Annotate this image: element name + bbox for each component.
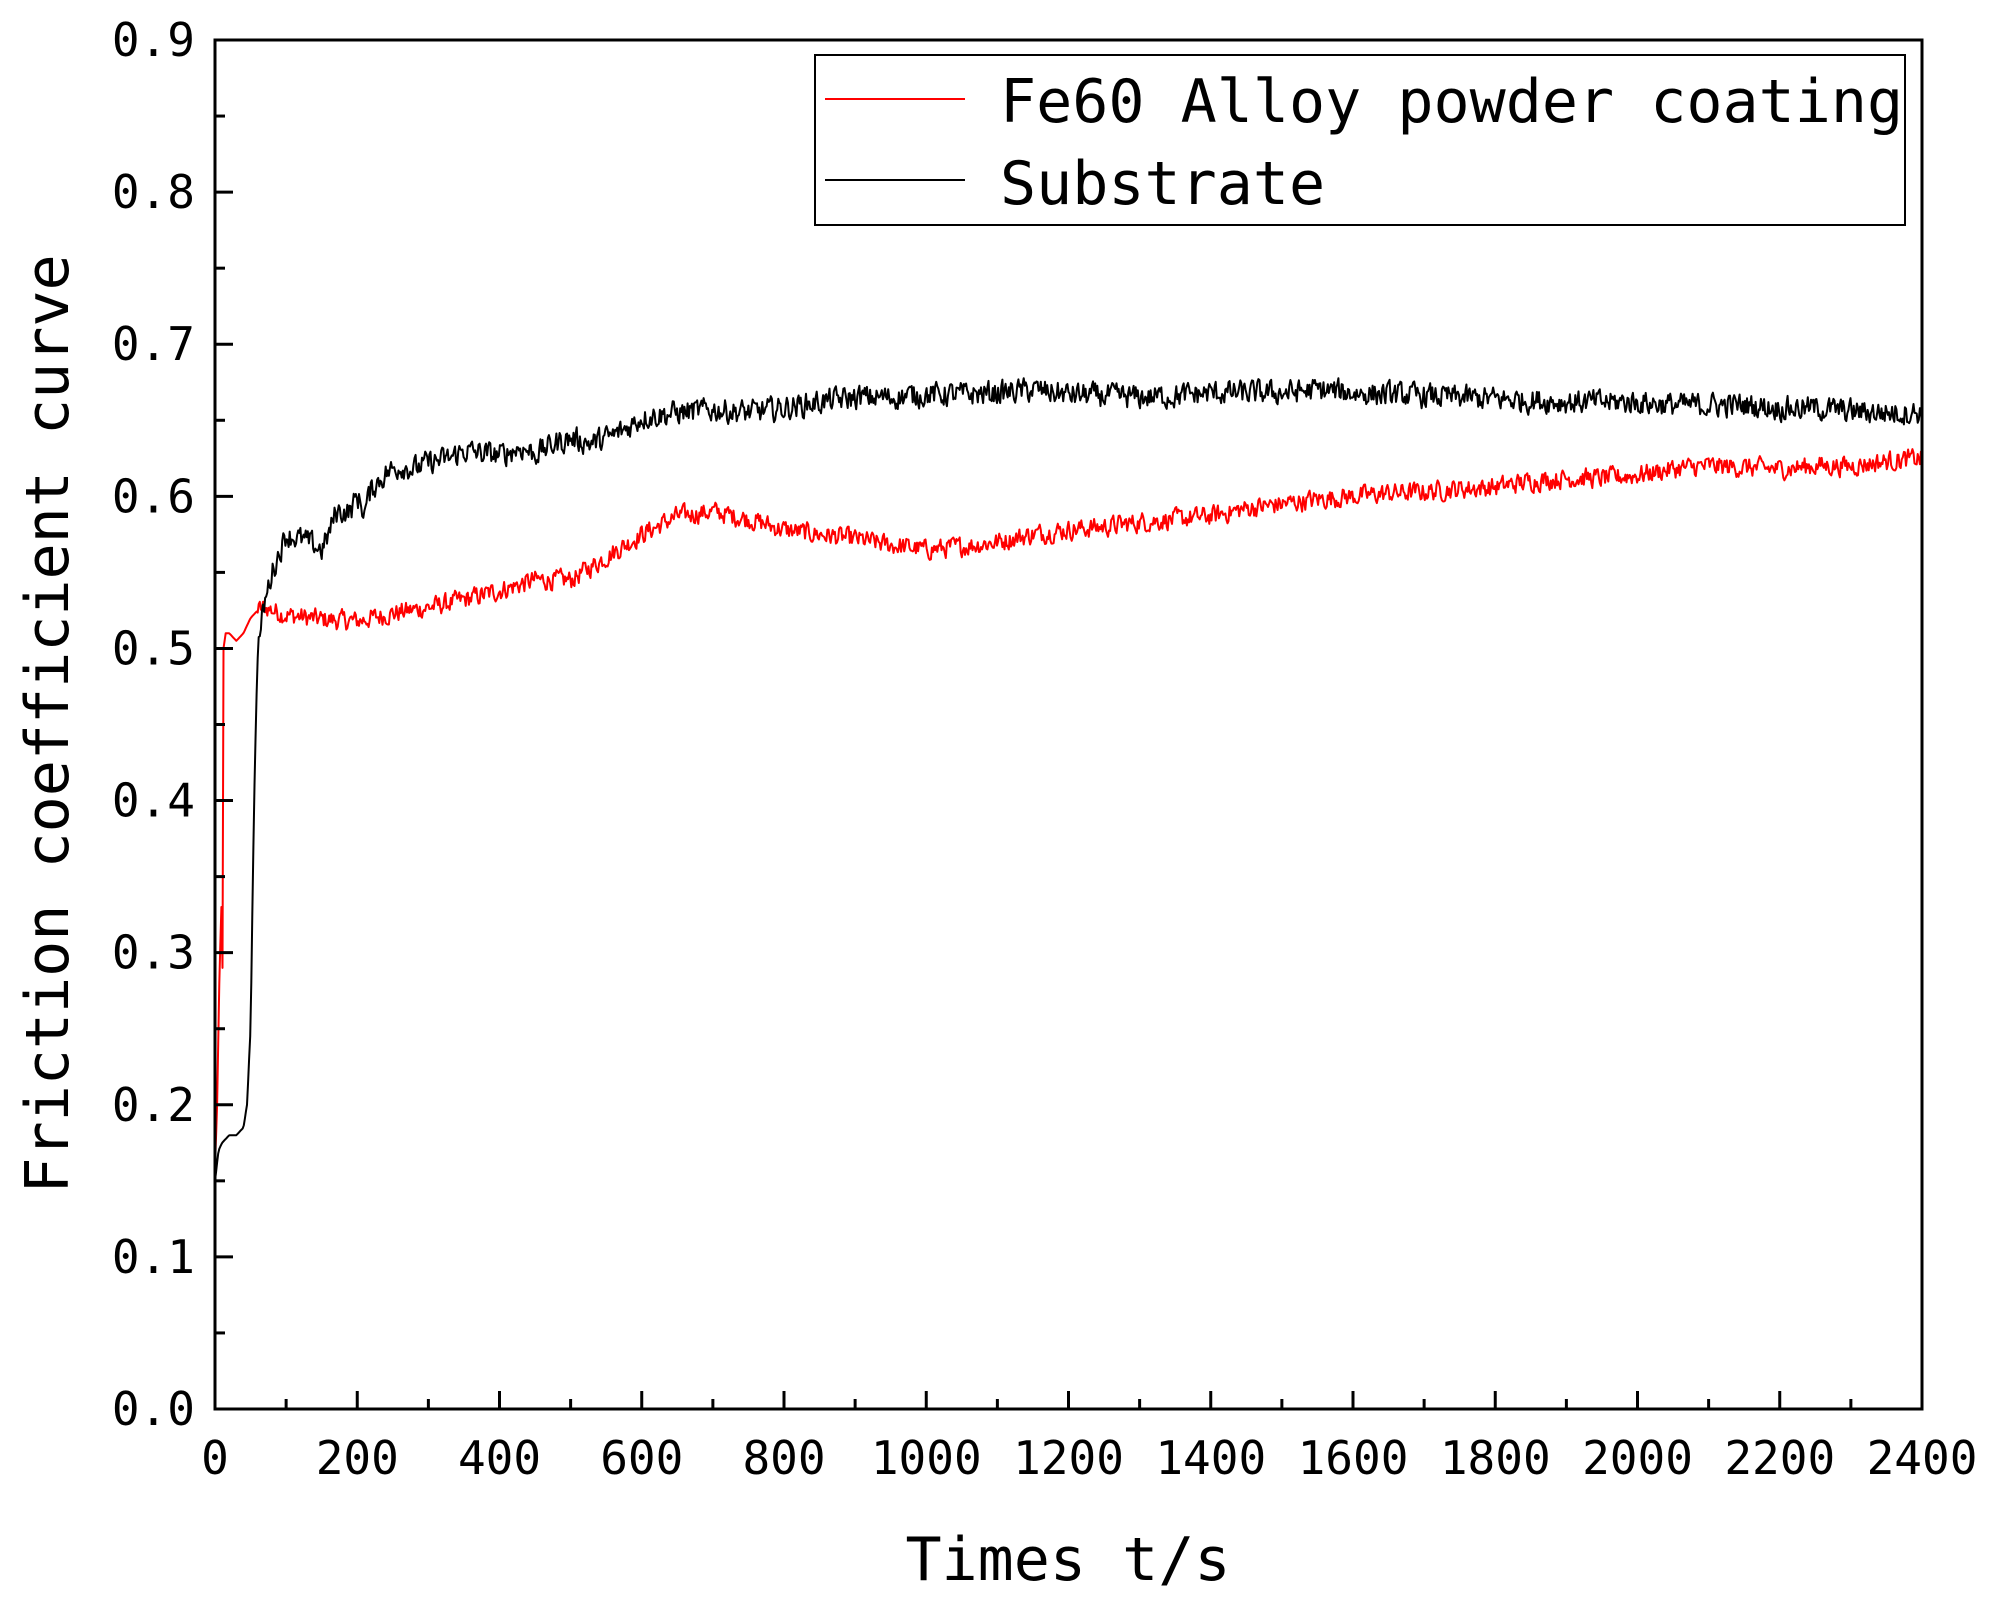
x-tick-label: 2000 xyxy=(1582,1431,1693,1485)
legend-label-substrate: Substrate xyxy=(1000,149,1325,219)
series-line-substrate xyxy=(214,377,1923,1181)
plot-frame xyxy=(213,38,1924,1411)
y-tick-label: 0.1 xyxy=(112,1230,195,1284)
x-tick-label: 400 xyxy=(458,1431,541,1485)
y-tick-label: 0.2 xyxy=(112,1078,195,1132)
x-tick-label: 2200 xyxy=(1724,1431,1835,1485)
x-tick-label: 1600 xyxy=(1298,1431,1409,1485)
y-tick-label: 0.6 xyxy=(112,469,195,523)
series-line-coating xyxy=(214,448,1923,1166)
series-layer xyxy=(214,377,1923,1181)
legend-label-coating: Fe60 Alloy powder coating xyxy=(1000,67,1903,137)
x-tick-label: 1000 xyxy=(871,1431,982,1485)
ticks-layer: 0 200 400 600 800 1000 1200 1400 1600 1800 2000 220… xyxy=(112,13,1977,1485)
x-tick-label: 800 xyxy=(742,1431,825,1485)
y-tick-label: 0.4 xyxy=(112,774,195,828)
x-tick-label: 200 xyxy=(316,1431,399,1485)
y-tick-label: 0.9 xyxy=(112,13,195,67)
y-tick-label: 0.0 xyxy=(112,1382,195,1436)
y-tick-label: 0.3 xyxy=(112,926,195,980)
y-tick-label: 0.7 xyxy=(112,317,195,371)
x-tick-label: 0 xyxy=(201,1431,229,1485)
y-axis-label: Friction coefficient curve xyxy=(13,254,83,1193)
x-tick-label: 2400 xyxy=(1867,1431,1978,1485)
legend: Fe60 Alloy powder coating Substrate xyxy=(814,54,1906,226)
y-tick-label: 0.5 xyxy=(112,621,195,675)
x-tick-label: 1800 xyxy=(1440,1431,1551,1485)
x-tick-label: 1400 xyxy=(1155,1431,1266,1485)
x-tick-label: 600 xyxy=(600,1431,683,1485)
y-tick-label: 0.8 xyxy=(112,165,195,219)
x-axis-label: Times t/s xyxy=(905,1525,1230,1595)
x-tick-label: 1200 xyxy=(1013,1431,1124,1485)
legend-box xyxy=(814,54,1906,226)
